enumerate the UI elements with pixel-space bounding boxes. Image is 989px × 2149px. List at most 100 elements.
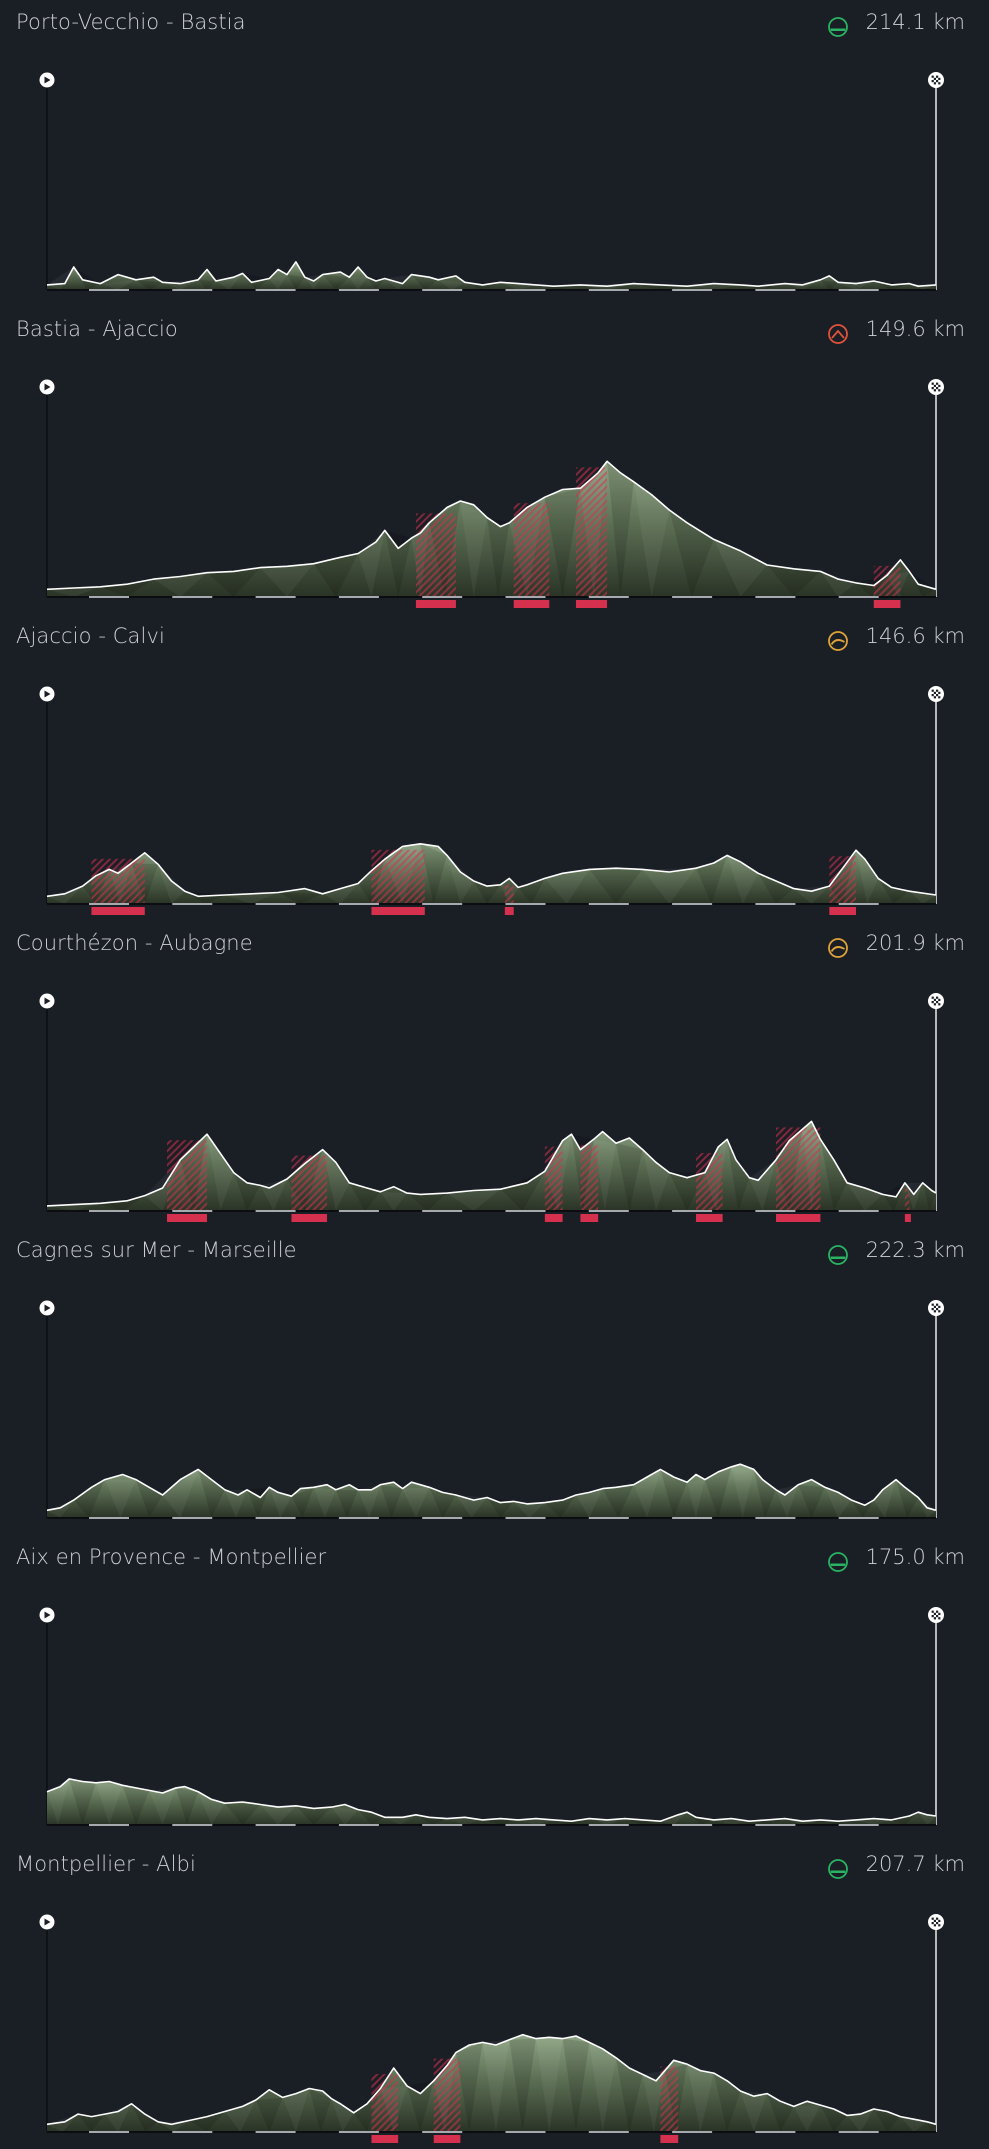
terrain-facet bbox=[704, 1466, 732, 1518]
climb-marker[interactable] bbox=[371, 2135, 399, 2143]
flat-stage-icon bbox=[828, 17, 848, 37]
terrain-facet bbox=[282, 2088, 310, 2132]
terrain-facet bbox=[358, 530, 385, 597]
climb-marker[interactable] bbox=[695, 1214, 723, 1222]
terrain-facet bbox=[535, 2038, 563, 2132]
terrain-facet bbox=[487, 517, 510, 597]
climb-marker[interactable] bbox=[91, 907, 145, 915]
terrain-facet bbox=[713, 539, 768, 597]
elevation-area bbox=[47, 843, 936, 904]
climb-marker[interactable] bbox=[433, 2135, 461, 2143]
terrain-facet bbox=[247, 1487, 270, 1518]
terrain-facet bbox=[224, 2100, 256, 2132]
terrain-facet bbox=[224, 892, 279, 904]
stage-card[interactable]: Aix en Provence - Montpellier 175.0 km bbox=[0, 1535, 989, 1842]
stage-card[interactable]: Montpellier - Albi 207.7 km bbox=[0, 1842, 989, 2149]
climb-hatch bbox=[580, 1145, 599, 1211]
elevation-line bbox=[46, 460, 937, 591]
climb-hatch bbox=[371, 849, 425, 904]
terrain-facet bbox=[255, 2097, 283, 2132]
start-flag-icon bbox=[39, 993, 55, 1009]
stage-card[interactable]: Bastia - Ajaccio 149.6 km bbox=[0, 307, 989, 614]
terrain-facet bbox=[660, 1469, 688, 1518]
terrain-facet bbox=[624, 1818, 661, 1825]
climb-marker[interactable] bbox=[575, 600, 608, 608]
elevation-line bbox=[46, 2033, 937, 2126]
terrain-facet bbox=[500, 282, 536, 290]
climb-marker[interactable] bbox=[371, 907, 425, 915]
start-flag-icon bbox=[39, 379, 55, 395]
climb-marker[interactable] bbox=[513, 600, 550, 608]
climb-marker[interactable] bbox=[904, 1214, 911, 1222]
terrain-facet bbox=[104, 2103, 132, 2132]
climb-hatch bbox=[575, 467, 608, 597]
elevation-line bbox=[46, 260, 937, 288]
terrain-facet bbox=[793, 2105, 821, 2132]
climb-marker[interactable] bbox=[544, 1214, 563, 1222]
terrain-facet bbox=[518, 1819, 554, 1825]
climb-hatch bbox=[695, 1153, 723, 1211]
terrain-facet bbox=[162, 1469, 199, 1518]
terrain-facet bbox=[873, 1479, 896, 1518]
terrain-facet bbox=[420, 843, 448, 904]
terrain-facet bbox=[384, 530, 412, 597]
terrain-facet bbox=[820, 1139, 848, 1211]
climb-marker[interactable] bbox=[873, 600, 901, 608]
stage-title: Ajaccio - Calvi bbox=[16, 624, 165, 648]
elevation-area bbox=[47, 461, 936, 597]
stage-distance: 214.1 km bbox=[865, 10, 965, 34]
stage-card[interactable]: Courthézon - Aubagne 201.9 km bbox=[0, 921, 989, 1228]
terrain-facet bbox=[695, 855, 728, 904]
terrain-facet bbox=[633, 283, 688, 290]
finish-flag-icon bbox=[928, 379, 944, 395]
terrain-facet bbox=[291, 1487, 314, 1518]
stage-title: Courthézon - Aubagne bbox=[16, 931, 253, 955]
terrain-facet bbox=[500, 1171, 545, 1211]
climb-marker[interactable] bbox=[504, 907, 514, 915]
terrain-facet bbox=[731, 1466, 754, 1518]
terrain-facet bbox=[687, 2064, 714, 2132]
elevation-line bbox=[46, 843, 937, 898]
climb-marker[interactable] bbox=[660, 2135, 679, 2143]
stage-distance: 222.3 km bbox=[865, 1238, 965, 1262]
terrain-facet bbox=[615, 1143, 643, 1211]
terrain-facet bbox=[122, 1785, 150, 1825]
terrain-facet bbox=[224, 1803, 261, 1825]
climb-marker[interactable] bbox=[167, 1214, 208, 1222]
terrain-facet bbox=[322, 1149, 350, 1211]
terrain-facet bbox=[313, 1487, 336, 1518]
elevation-area bbox=[47, 1464, 936, 1518]
stage-card[interactable]: Cagnes sur Mer - Marseille 222.3 km bbox=[0, 1228, 989, 1535]
terrain-facet bbox=[158, 864, 185, 904]
stage-distance: 149.6 km bbox=[865, 317, 965, 341]
terrain-facet bbox=[758, 873, 794, 904]
stage-card[interactable]: Porto-Vecchio - Bastia 214.1 km bbox=[0, 0, 989, 307]
terrain-facet bbox=[335, 1489, 359, 1518]
terrain-facet bbox=[878, 878, 910, 904]
finish-flag-icon bbox=[928, 993, 944, 1009]
terrain-facet bbox=[602, 1484, 634, 1518]
terrain-facet bbox=[287, 274, 305, 290]
stage-card[interactable]: Ajaccio - Calvi 146.6 km bbox=[0, 614, 989, 921]
terrain-facet bbox=[873, 2108, 901, 2132]
terrain-facet bbox=[447, 1818, 483, 1825]
terrain-facet bbox=[438, 279, 465, 290]
terrain-facet bbox=[460, 501, 488, 597]
terrain-facet bbox=[322, 274, 350, 290]
climb-hatch bbox=[415, 513, 456, 597]
terrain-facet bbox=[767, 565, 821, 597]
terrain-facet bbox=[135, 279, 163, 290]
climb-marker[interactable] bbox=[580, 1214, 599, 1222]
climb-marker[interactable] bbox=[775, 1214, 821, 1222]
climb-marker[interactable] bbox=[415, 600, 456, 608]
elevation-area bbox=[47, 2034, 936, 2132]
terrain-facet bbox=[189, 2111, 225, 2132]
terrain-facet bbox=[78, 2114, 105, 2132]
terrain-facet bbox=[402, 1487, 430, 1518]
climb-hatch bbox=[513, 503, 550, 597]
climb-marker[interactable] bbox=[829, 907, 856, 915]
elevation-area bbox=[47, 1778, 936, 1825]
stage-title: Cagnes sur Mer - Marseille bbox=[16, 1238, 297, 1262]
climb-hatch bbox=[371, 2074, 399, 2132]
climb-marker[interactable] bbox=[291, 1214, 328, 1222]
